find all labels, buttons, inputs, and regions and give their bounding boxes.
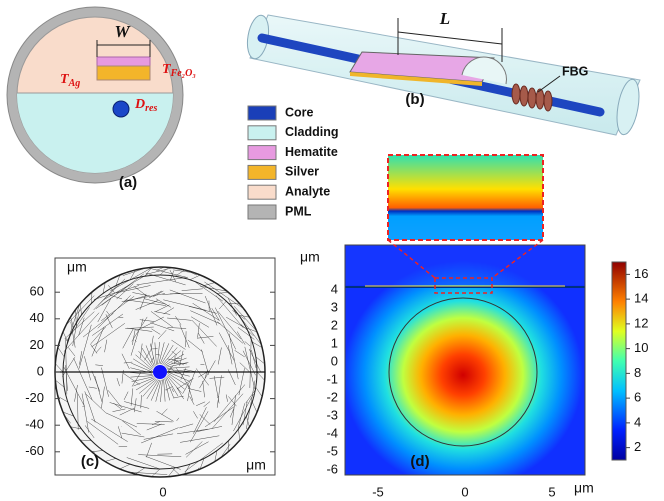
colorbar-tick-label: 14 [634,291,648,306]
legend: Core Cladding Hematite Silver Analyte PML [248,105,338,219]
x-unit: μm [574,480,594,496]
y-tick-label: 2 [331,317,338,332]
y-tick-label: 20 [30,337,44,352]
colorbar-tick-label: 16 [634,266,648,281]
width-symbol: W [114,22,131,41]
y-tick-label: -1 [326,371,338,386]
y-tick-label: 0 [331,353,338,368]
legend-label: Hematite [285,145,338,159]
y-unit: μm [300,249,320,265]
colorbar-tick-label: 8 [634,365,641,380]
fbg-label: FBG [562,64,588,78]
figure: W TAg TFe₂O₃ Dres (a) L FBG (b) Core Clad… [0,0,664,501]
legend-label: Analyte [285,184,330,198]
colorbar-tick-label: 6 [634,390,641,405]
legend-label: PML [285,204,312,218]
y-tick-label: -2 [326,389,338,404]
core [113,101,129,117]
legend-label: Cladding [285,125,338,139]
y-tick-label: 60 [30,284,44,299]
inset [388,155,543,240]
panel-label: (b) [405,91,424,108]
y-tick-label: 40 [30,310,44,325]
y-tick-label: 3 [331,299,338,314]
legend-swatch [248,205,276,219]
y-tick-label: 1 [331,335,338,350]
hematite [97,57,150,66]
silver [97,66,150,80]
y-tick-label: -40 [25,417,44,432]
panel-label: (d) [410,453,429,470]
legend-label: Silver [285,165,319,179]
x-tick-label: 5 [548,484,555,499]
panel-d: μm μm (d) 43210-1-2-3-4-5-6-505161412108… [300,155,648,499]
analyte-field [345,245,585,285]
panel-label: (a) [119,174,137,191]
panel-label: (c) [81,453,99,470]
x-unit: μm [246,457,266,473]
y-tick-label: -60 [25,443,44,458]
x-tick-label: 0 [159,484,166,499]
legend-swatch [248,126,276,140]
x-tick-label: 0 [461,484,468,499]
legend-swatch [248,185,276,199]
y-tick-label: -4 [326,425,338,440]
y-tick-label: -3 [326,407,338,422]
legend-swatch [248,165,276,179]
length-symbol: L [439,9,450,28]
colorbar-tick-label: 10 [634,340,648,355]
y-tick-label: 0 [37,363,44,378]
y-unit: μm [67,259,87,275]
legend-swatch [248,106,276,120]
colorbar [612,262,626,460]
y-tick-label: 4 [331,281,338,296]
panel-c: μm μm (c) 60 40 20 0 -20 -40 -60 0 [25,256,275,500]
panel-a: W TAg TFe₂O₃ Dres (a) [7,7,196,191]
core [153,365,167,379]
legend-label: Core [285,105,314,119]
y-tick-label: -5 [326,443,338,458]
y-tick-label: -6 [326,461,338,476]
colorbar-tick-label: 12 [634,315,648,330]
t-fe: TFe₂O₃ [162,62,196,79]
x-tick-label: -5 [372,484,384,499]
legend-swatch [248,146,276,160]
colorbar-tick-label: 4 [634,414,641,429]
y-tick-label: -20 [25,390,44,405]
colorbar-tick-label: 2 [634,439,641,454]
